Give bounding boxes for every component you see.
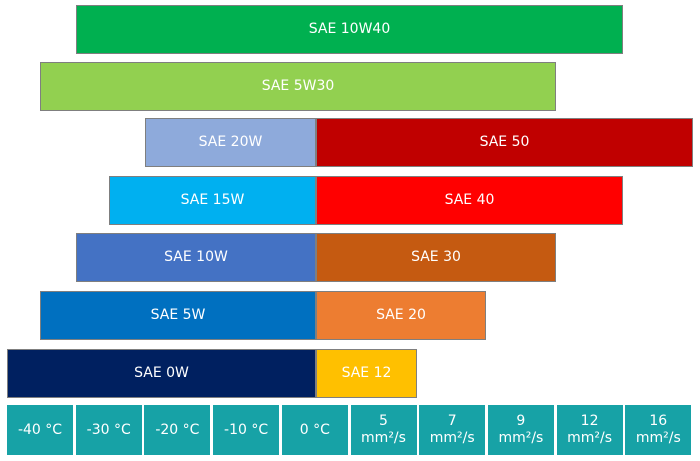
- scale-cell: 12 mm²/s: [556, 405, 623, 455]
- scale-cell: -40 °C: [7, 405, 73, 455]
- grade-bar: SAE 5W: [40, 291, 316, 340]
- viscosity-value: 5: [379, 413, 388, 429]
- scale-cell: 9 mm²/s: [487, 405, 554, 455]
- grade-label: SAE 30: [411, 249, 461, 265]
- temperature-label: 0 °C: [299, 421, 330, 438]
- viscosity-unit: mm²/s: [361, 430, 406, 446]
- grade-bar: SAE 20: [316, 291, 486, 340]
- grade-bar: SAE 40: [316, 176, 623, 225]
- grade-bar: SAE 15W: [109, 176, 316, 225]
- temperature-label: -20 °C: [155, 421, 200, 438]
- grade-label: SAE 15W: [180, 192, 245, 208]
- grade-label: SAE 12: [341, 365, 392, 381]
- grade-label: SAE 40: [444, 192, 495, 208]
- grade-label: SAE 50: [479, 134, 530, 150]
- viscosity-value: 9: [516, 413, 526, 429]
- scale-cell: -30 °C: [75, 405, 142, 455]
- scale-cell: 5 mm²/s: [350, 405, 417, 455]
- scale-cell: 7 mm²/s: [419, 405, 486, 455]
- grade-bar: SAE 10W40: [76, 5, 623, 54]
- grade-bar: SAE 50: [316, 118, 693, 167]
- grade-label: SAE 5W30: [261, 78, 335, 94]
- viscosity-unit: mm²/s: [498, 430, 544, 446]
- grade-label: SAE 20: [376, 307, 426, 323]
- grade-label: SAE 10W: [164, 249, 228, 265]
- temperature-label: -30 °C: [86, 421, 131, 438]
- grade-bar: SAE 10W: [76, 233, 316, 282]
- grade-label: SAE 10W40: [308, 21, 391, 37]
- scale-cell: -10 °C: [213, 405, 280, 455]
- grade-bar: SAE 0W: [7, 349, 316, 398]
- grade-bar: SAE 20W: [145, 118, 316, 167]
- grade-bar: SAE 30: [316, 233, 556, 282]
- temperature-label: -40 °C: [17, 421, 63, 438]
- viscosity-value: 7: [447, 413, 457, 429]
- temperature-label: -10 °C: [224, 421, 269, 438]
- scale-cell: 16 mm²/s: [625, 405, 692, 455]
- viscosity-unit: mm²/s: [567, 430, 613, 446]
- grade-bar: SAE 12: [316, 349, 417, 398]
- viscosity-value: 16: [649, 413, 668, 429]
- grade-label: SAE 0W: [134, 365, 189, 381]
- grade-bar: SAE 5W30: [40, 62, 556, 111]
- viscosity-value: 12: [580, 413, 599, 429]
- grade-label: SAE 5W: [150, 307, 206, 323]
- scale-cell: -20 °C: [144, 405, 211, 455]
- viscosity-unit: mm²/s: [429, 430, 475, 446]
- grade-label: SAE 20W: [198, 134, 263, 150]
- scale-cell: 0 °C: [281, 405, 348, 455]
- viscosity-unit: mm²/s: [635, 430, 681, 446]
